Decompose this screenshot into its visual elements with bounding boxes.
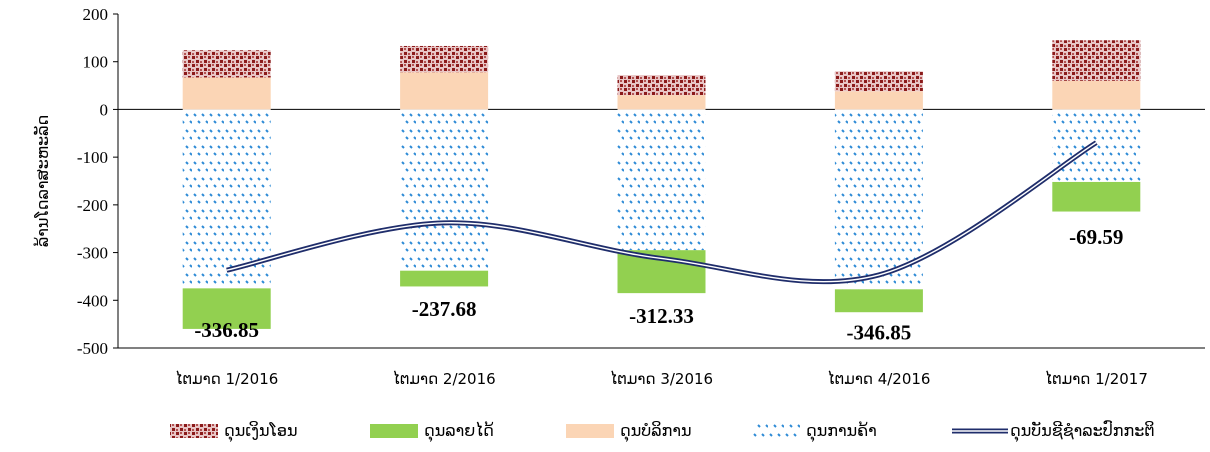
legend-label: ດຸນເງິນໂອນ (224, 421, 298, 442)
x-tick-label: ໄຕມາດ 2/2016 (393, 369, 496, 388)
y-tick-label: -500 (77, 339, 108, 358)
bar-services (1052, 80, 1141, 110)
bar-services (182, 77, 271, 110)
bar-trade (834, 109, 923, 290)
bar-trade (1052, 109, 1141, 182)
legend-item: ດຸນລາຍໄດ້ (370, 421, 494, 442)
bar-trade (617, 109, 706, 251)
bar-trade (182, 109, 271, 289)
legend-swatch (370, 424, 418, 438)
bar-services (834, 91, 923, 110)
y-tick-label: 0 (100, 100, 109, 119)
legend-swatch (170, 424, 218, 438)
data-label: -237.68 (412, 297, 477, 321)
legend-item: ດຸນເງິນໂອນ (170, 421, 298, 442)
y-tick-label: -100 (77, 148, 108, 167)
y-tick-label: -400 (77, 291, 108, 310)
bar-income (1052, 181, 1141, 212)
data-label: -346.85 (847, 320, 912, 344)
legend-item: ດຸນການຄ້າ (752, 421, 877, 442)
x-tick-label: ໄຕມາດ 4/2016 (827, 369, 930, 388)
bar-remittances (400, 45, 489, 73)
legend-swatch (752, 424, 800, 438)
y-tick-label: 100 (83, 53, 109, 72)
bar-remittances (182, 50, 271, 78)
bar-services (400, 72, 489, 110)
bar-income (182, 288, 271, 329)
bar-trade (400, 109, 489, 271)
y-tick-label: 200 (83, 5, 109, 24)
legend-swatch (566, 424, 614, 438)
bar-remittances (834, 71, 923, 92)
data-label: -69.59 (1069, 225, 1123, 249)
data-label: -336.85 (194, 318, 259, 342)
y-tick-label: -200 (77, 196, 108, 215)
bar-services (617, 95, 706, 110)
data-label: -312.33 (629, 304, 694, 328)
y-axis-label: ລ້ານໂດລາສະຫະລັດ (33, 115, 52, 247)
legend-label: ດຸນການຄ້າ (806, 421, 877, 442)
x-tick-label: ໄຕມາດ 3/2016 (610, 369, 713, 388)
legend-label: ດຸນບັນຊີຊຳລະປົກກະຕິ (1010, 419, 1155, 442)
bar-income (400, 270, 489, 287)
bar-remittances (617, 75, 706, 96)
legend-item: ດຸນບັນຊີຊຳລະປົກກະຕິ (952, 419, 1155, 442)
current-account-line-inner (226, 142, 1097, 283)
x-tick-label: ໄຕມາດ 1/2017 (1045, 369, 1148, 388)
y-tick-label: -300 (77, 244, 108, 263)
x-tick-label: ໄຕມາດ 1/2016 (175, 369, 278, 388)
legend-item: ດຸນບໍລິການ (566, 421, 692, 442)
legend-label: ດຸນບໍລິການ (620, 421, 692, 442)
bar-remittances (1052, 40, 1141, 81)
bar-income (834, 289, 923, 313)
legend-label: ດຸນລາຍໄດ້ (424, 421, 494, 442)
